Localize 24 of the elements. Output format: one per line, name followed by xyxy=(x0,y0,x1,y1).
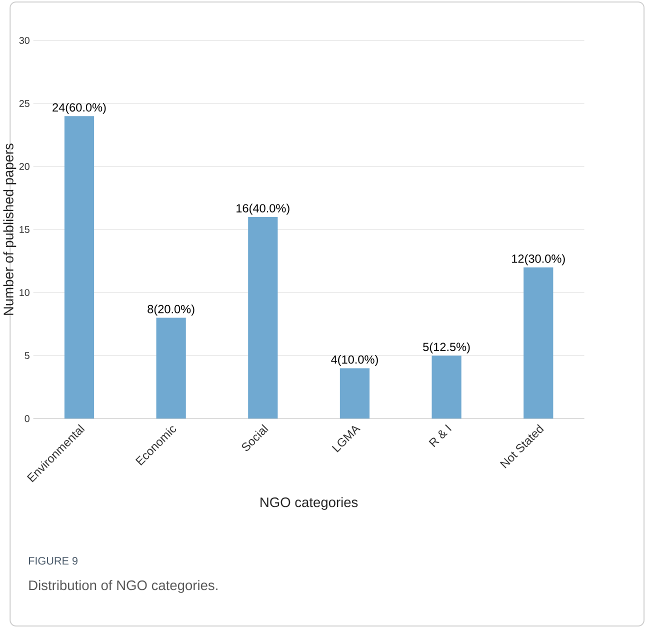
x-axis-title: NGO categories xyxy=(260,497,358,510)
data-label: 8(20.0%) xyxy=(148,304,194,316)
bar xyxy=(432,356,462,419)
bar xyxy=(156,318,186,419)
data-label: 4(10.0%) xyxy=(331,355,378,366)
x-tick-label: R & I xyxy=(428,424,452,448)
y-tick-label: 0 xyxy=(24,415,30,422)
data-label: 12(30.0%) xyxy=(512,254,565,266)
bar xyxy=(64,116,94,419)
text: Distribution of NGO categories. xyxy=(29,580,218,593)
bar xyxy=(524,267,554,419)
data-label: 16(40.0%) xyxy=(236,204,290,215)
data-label: 5(12.5%) xyxy=(423,342,470,354)
y-tick-label: 5 xyxy=(24,352,30,360)
bar xyxy=(340,368,370,419)
y-tick-label: 25 xyxy=(19,100,30,107)
bar xyxy=(248,216,278,419)
y-tick-label: 20 xyxy=(19,163,30,170)
caption: FIGURE 9 xyxy=(29,557,78,565)
y-tick-label: 30 xyxy=(19,37,30,44)
y-axis-title: Number of published papers xyxy=(3,144,16,315)
y-tick-label: 15 xyxy=(20,226,30,233)
data-label: 24(60.0%) xyxy=(52,102,106,114)
y-tick-label: 10 xyxy=(20,289,30,296)
